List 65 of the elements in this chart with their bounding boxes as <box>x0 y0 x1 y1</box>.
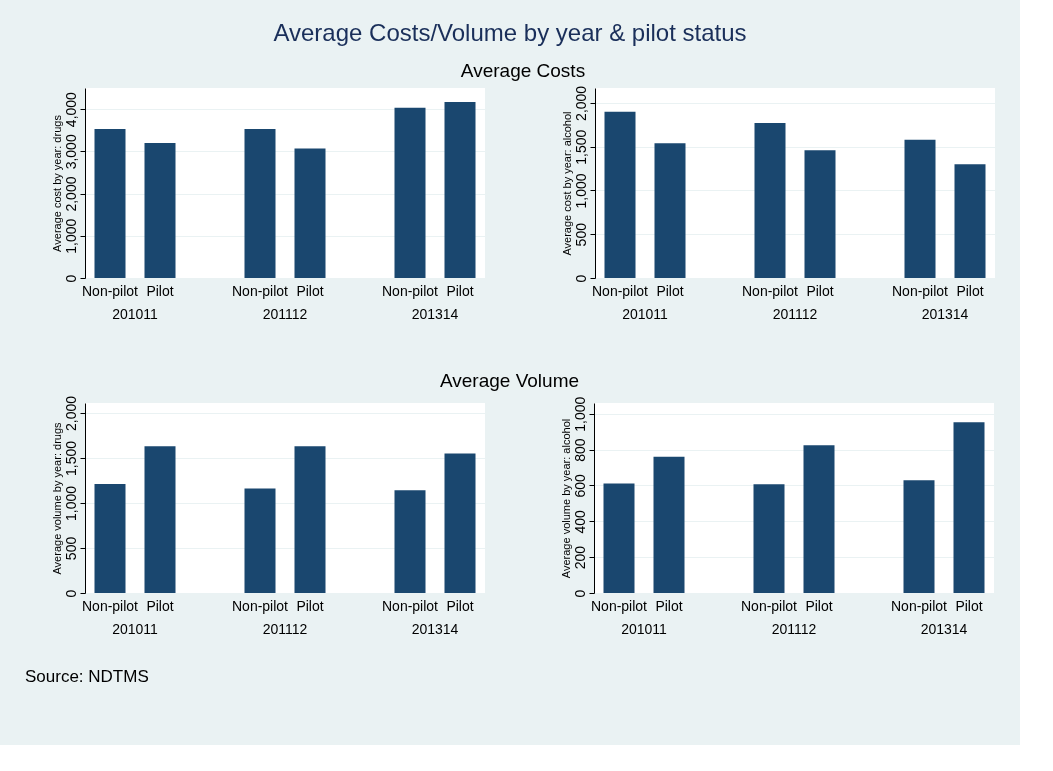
text: 201011 <box>622 306 669 322</box>
y-tick-label: 600 <box>571 474 588 498</box>
y-tick-label: 2,000 <box>62 395 79 431</box>
text: 201011 <box>112 621 159 637</box>
y-axis-title: Average cost by year: drugs <box>50 114 63 252</box>
y-tick-label: 1,500 <box>62 440 79 476</box>
text: 201314 <box>920 621 968 637</box>
x-tick-label: Pilot <box>805 597 833 614</box>
x-tick-label: Pilot <box>446 597 474 614</box>
x-tick-label: Non-pilot <box>891 282 949 299</box>
y-tick-label: 1,000 <box>572 173 589 209</box>
text: 201112 <box>772 306 818 322</box>
source-note: Source: NDTMS <box>25 667 149 686</box>
y-tick-label: 4,000 <box>62 91 79 128</box>
y-tick-label: 2,000 <box>572 85 589 121</box>
x-tick-label: Non-pilot <box>81 282 139 299</box>
y-tick-label: 200 <box>571 545 588 570</box>
y-tick-label: 0 <box>62 274 79 283</box>
text: 201314 <box>411 306 459 322</box>
x-tick-label: Non-pilot <box>890 597 948 614</box>
y-axis-title: Average volume by year: drugs <box>50 421 63 575</box>
text: 201011 <box>112 306 159 322</box>
x-tick-label: Non-pilot <box>231 597 289 614</box>
y-tick-label: 400 <box>571 509 588 534</box>
x-tick-label: Pilot <box>956 282 984 299</box>
y-axis-title: Average volume by year: alcohol <box>559 418 572 579</box>
x-tick-label: Pilot <box>656 282 684 299</box>
x-tick-label: Non-pilot <box>591 282 649 299</box>
x-tick-label: Pilot <box>296 597 324 614</box>
y-tick-label: 3,000 <box>62 134 79 170</box>
x-tick-label: Non-pilot <box>381 282 439 299</box>
y-tick-label: 0 <box>62 589 79 598</box>
x-tick-label: Non-pilot <box>740 597 798 614</box>
x-tick-label: Non-pilot <box>81 597 139 614</box>
y-tick-label: 1,500 <box>572 129 589 165</box>
x-tick-label: Non-pilot <box>381 597 439 614</box>
y-tick-label: 1,000 <box>571 396 588 432</box>
y-axis-title: Average cost by year: alcohol <box>560 111 573 256</box>
x-tick-label: Pilot <box>296 282 324 299</box>
x-tick-label: Pilot <box>955 597 983 614</box>
x-tick-label: Pilot <box>806 282 834 299</box>
x-tick-label: Pilot <box>146 282 174 299</box>
text: 201011 <box>621 621 668 637</box>
x-tick-label: Non-pilot <box>741 282 799 299</box>
y-tick-label: 800 <box>571 438 588 462</box>
text: 201314 <box>411 621 459 637</box>
x-tick-label: Non-pilot <box>231 282 289 299</box>
chart-title: Average Costs/Volume by year & pilot status <box>273 19 747 47</box>
y-tick-label: 500 <box>572 222 589 247</box>
y-tick-label: 0 <box>571 589 588 598</box>
y-tick-label: 500 <box>62 536 79 561</box>
y-tick-label: 2,000 <box>62 176 79 212</box>
text: 201112 <box>262 306 308 322</box>
text: 201112 <box>262 621 308 637</box>
x-tick-label: Pilot <box>655 597 683 614</box>
y-tick-label: 1,000 <box>62 218 79 254</box>
y-tick-label: 1,000 <box>62 485 79 521</box>
text: 201314 <box>921 306 969 322</box>
y-tick-label: 0 <box>572 274 589 283</box>
chart-subtitle: Average Costs <box>460 60 586 82</box>
chart-subtitle: Average Volume <box>439 370 580 392</box>
text: 201112 <box>771 621 817 637</box>
x-tick-label: Non-pilot <box>590 597 648 614</box>
x-tick-label: Pilot <box>146 597 174 614</box>
x-tick-label: Pilot <box>446 282 474 299</box>
